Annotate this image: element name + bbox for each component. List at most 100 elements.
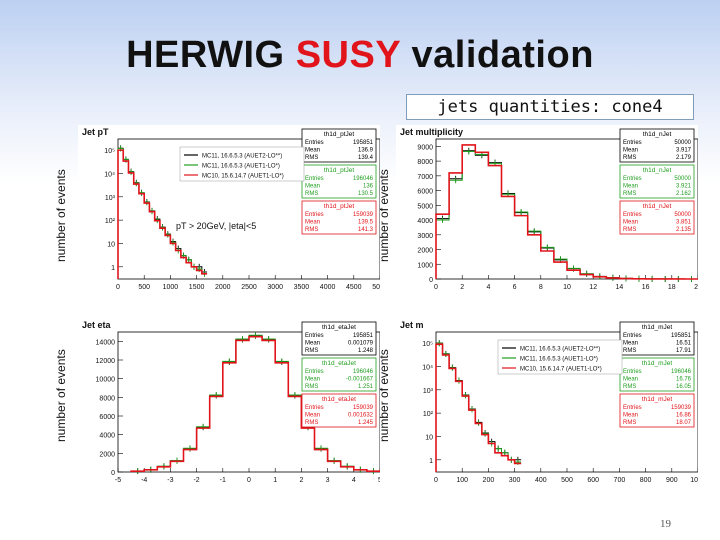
jet-multiplicity-stats-key: RMS xyxy=(623,191,636,197)
jet-eta-stats-key: Entries xyxy=(305,333,324,339)
jet-eta-stats-value: 0.001632 xyxy=(348,413,374,419)
jet-multiplicity-ytick-label: 2000 xyxy=(417,248,433,255)
jet-multiplicity-stats-key: Entries xyxy=(623,176,642,182)
jet-mass-svg: Jet m 0 100 200 300 400 500 600 700 800 900 1000 1 10… xyxy=(396,318,698,496)
jet-eta-ytick-label: 0 xyxy=(111,470,115,477)
jet-multiplicity-ytick-label: 0 xyxy=(429,277,433,284)
jet-eta-stats-frame xyxy=(301,393,377,428)
jet-pt-stats-value: 136.9 xyxy=(358,148,374,154)
jet-pt-ytick-label: 1 xyxy=(111,265,115,272)
jet-mass-stats-name: th1d_mJet xyxy=(642,360,673,367)
jet-mass-ytick-label: 10³ xyxy=(423,388,434,395)
jet-eta-stats-key: Mean xyxy=(305,377,320,383)
jet-mass-xtick-label: 400 xyxy=(535,477,547,484)
jet-mass-stats-value: 16.51 xyxy=(676,341,692,347)
jet-eta-stats-name: th1d_etaJet xyxy=(322,360,356,367)
jet-pt-xtick-label: 5000 xyxy=(372,284,380,291)
jet-multiplicity-stats-frame xyxy=(619,164,695,199)
jet-pt-stats-value: 139.5 xyxy=(358,220,374,226)
jet-eta-ytick-label: 8000 xyxy=(99,395,115,402)
jet-pt-ylabel: number of events xyxy=(54,169,68,262)
jet-pt-ytick-label: 10 xyxy=(107,241,115,248)
jet-eta-stats-frame xyxy=(301,321,377,356)
jet-mass-stats-name: th1d_mJet xyxy=(642,324,673,331)
jet-mass-legend-entry: MC10, 15.6.14.7 (AUET1-LO*) xyxy=(520,367,602,373)
jet-multiplicity-xtick-label: 6 xyxy=(513,284,517,291)
jet-eta-ylabel: number of events xyxy=(54,349,68,442)
jet-pt-title: Jet pT xyxy=(82,127,109,137)
jet-multiplicity-stats-key: RMS xyxy=(623,227,636,233)
jet-multiplicity-stats-frame xyxy=(619,128,695,163)
jet-multiplicity-ytick-label: 1000 xyxy=(417,262,433,269)
jet-eta-xtick-label: -4 xyxy=(141,477,147,484)
jet-mass-stats-frame xyxy=(619,321,695,356)
jet-eta-xtick-label: 5 xyxy=(378,477,380,484)
jet-pt-legend-entry: MC10, 15.6.14.7 (AUET1-LO*) xyxy=(202,174,284,180)
jet-pt-xtick-label: 3000 xyxy=(267,284,283,291)
jet-mass-stats-key: RMS xyxy=(623,420,636,426)
jet-pt-stats-key: Mean xyxy=(305,220,320,226)
jet-mass-stats-key: RMS xyxy=(623,384,636,390)
jet-pt-xtick-label: 3500 xyxy=(294,284,310,291)
title-part-2: SUSY xyxy=(295,34,401,76)
jet-mass-stats-value: 18.07 xyxy=(676,420,692,426)
jet-eta-xtick-label: -1 xyxy=(220,477,226,484)
jet-mass-ytick-label: 10⁵ xyxy=(422,341,433,348)
jet-mass-stats-key: RMS xyxy=(623,348,636,354)
jet-mass-xtick-label: 300 xyxy=(509,477,521,484)
jet-multiplicity-stats-key: Mean xyxy=(623,148,638,154)
jet-pt-svg: Jet pT 0 500 1000 1500 2000 2500 3000 3500 4000 45… xyxy=(78,125,380,303)
jet-multiplicity-svg: Jet multiplicity 0 2 4 6 8 10 12 14 16 18 20 0 1000 20… xyxy=(396,125,698,303)
jet-eta-xtick-label: -5 xyxy=(115,477,121,484)
jet-eta-xtick-label: -2 xyxy=(193,477,199,484)
jet-pt-stats-key: Entries xyxy=(305,176,324,182)
jet-eta-stats-value: 195851 xyxy=(353,333,374,339)
jet-multiplicity-stats-value: 50000 xyxy=(674,140,691,146)
jet-pt-stats-key: Mean xyxy=(305,184,320,190)
jet-pt-stats-key: RMS xyxy=(305,227,318,233)
jet-eta-stats-key: RMS xyxy=(305,420,318,426)
jet-pt-ytick-label: 10² xyxy=(105,218,116,225)
jet-pt-ytick-label: 10³ xyxy=(105,195,116,202)
jet-mass-stats-key: Entries xyxy=(623,405,642,411)
jet-multiplicity-series-3 xyxy=(435,144,698,280)
jet-pt-stats-name: th1d_ptJet xyxy=(324,167,355,174)
jet-eta-stats-value: 1.251 xyxy=(358,384,374,390)
jet-multiplicity-xtick-label: 16 xyxy=(642,284,650,291)
jet-mass-xtick-label: 600 xyxy=(587,477,599,484)
jet-multiplicity-stats-value: 50000 xyxy=(674,176,691,182)
jet-eta-title: Jet eta xyxy=(82,320,112,330)
jet-multiplicity-stats-value: 50000 xyxy=(674,212,691,218)
jet-multiplicity-stats-value: 2.179 xyxy=(676,155,692,161)
jet-mass-stats-key: Entries xyxy=(623,333,642,339)
jet-mass-xtick-label: 0 xyxy=(434,477,438,484)
jet-eta-stats-value: 0.001079 xyxy=(348,341,374,347)
title-part-1: HERWIG xyxy=(126,34,296,76)
jet-mass-xtick-label: 100 xyxy=(456,477,468,484)
jet-mass-series-3 xyxy=(435,343,522,472)
jet-pt-xtick-label: 2500 xyxy=(241,284,257,291)
jet-eta-ytick-label: 12000 xyxy=(96,358,116,365)
jet-mass-stats-value: 17.91 xyxy=(676,348,692,354)
jet-mass-legend-entry: MC11, 16.6.5.3 (AUET1-LO*) xyxy=(520,357,598,363)
jet-eta-stats-value: -0.001667 xyxy=(346,377,374,383)
jet-mass-stats-key: Entries xyxy=(623,369,642,375)
jet-eta-stats-box: th1d_etaJet Entries 159039 Mean 0.001632 RMS 1… xyxy=(301,393,377,428)
jet-eta-ytick-label: 10000 xyxy=(96,377,116,384)
jet-multiplicity-title: Jet multiplicity xyxy=(400,127,463,137)
jet-mass-stats-key: Mean xyxy=(623,413,638,419)
jet-mass-ytick-label: 10 xyxy=(425,434,433,441)
jet-eta-stats-value: 1.248 xyxy=(358,348,374,354)
jet-eta-stats-value: 196046 xyxy=(353,369,374,375)
jet-pt-xtick-label: 500 xyxy=(138,284,150,291)
jet-mass-stats-value: 196046 xyxy=(671,369,692,375)
jet-pt-xtick-label: 1000 xyxy=(163,284,179,291)
jet-pt-stats-key: Mean xyxy=(305,148,320,154)
jet-pt-stats-value: 196046 xyxy=(353,176,374,182)
jet-multiplicity-stats-key: RMS xyxy=(623,155,636,161)
jet-eta-stats-key: Mean xyxy=(305,413,320,419)
